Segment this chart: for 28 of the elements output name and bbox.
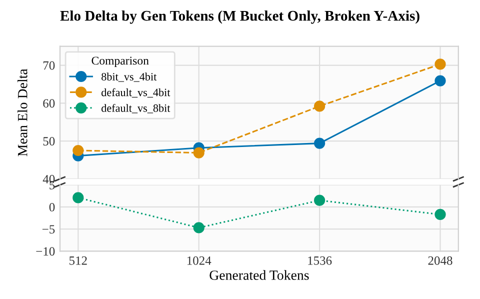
point [434, 75, 446, 86]
y-tick-label: −10 [36, 247, 55, 256]
legend-label: default_vs_4bit [102, 88, 170, 98]
y-tick-label: −5 [42, 225, 55, 234]
legend-title: Comparison [92, 56, 149, 68]
y-axis-title: Mean Elo Delta [18, 68, 28, 156]
point [314, 194, 326, 206]
chart-title: Elo Delta by Gen Tokens (M Bucket Only, Broken Y-Axis) [60, 10, 420, 24]
point [434, 58, 446, 70]
x-tick-label: 512 [70, 256, 87, 265]
point [434, 208, 446, 220]
y-tick-label: 40 [42, 174, 55, 184]
point [72, 192, 84, 204]
point [314, 138, 326, 149]
point [72, 144, 84, 156]
y-tick-label: 60 [43, 99, 55, 108]
x-tick-label: 2048 [428, 256, 452, 265]
point [193, 147, 204, 158]
point [193, 222, 204, 234]
y-tick-label: 70 [43, 61, 55, 70]
point [314, 100, 326, 112]
x-axis-title: Generated Tokens [210, 270, 309, 280]
y-tick-label: 0 [49, 202, 55, 212]
legend-label: 8bit_vs_4bit [102, 72, 157, 82]
legend-label: default_vs_8bit [102, 104, 170, 114]
x-tick-label: 1024 [187, 256, 212, 265]
y-tick-label: 50 [43, 137, 55, 146]
x-tick-label: 1536 [308, 256, 332, 265]
